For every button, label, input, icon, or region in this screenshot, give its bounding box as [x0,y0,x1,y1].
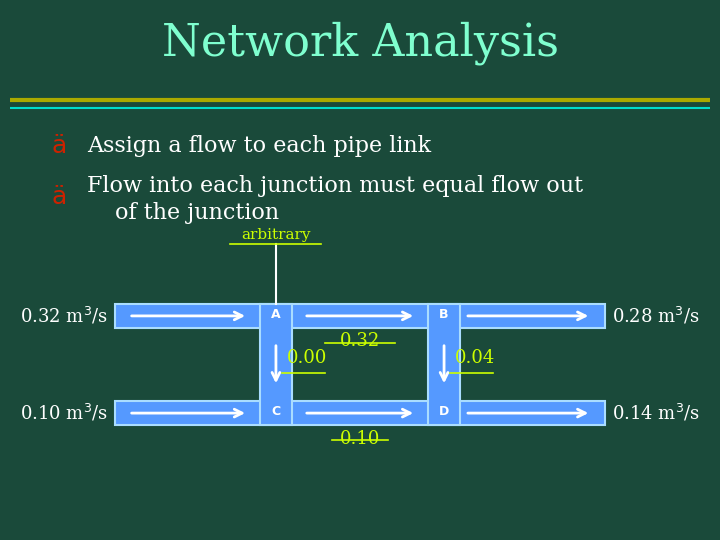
Bar [114,303,606,328]
Bar [260,303,292,426]
Text: 0.10: 0.10 [340,430,380,448]
Text: 0.00: 0.00 [287,349,327,367]
Bar [428,303,460,426]
Text: 0.32: 0.32 [340,333,380,350]
Text: Network Analysis: Network Analysis [161,22,559,65]
Text: 0.14 m$^3$/s: 0.14 m$^3$/s [612,402,700,424]
Text: of the junction: of the junction [114,202,279,224]
Text: 0.28 m$^3$/s: 0.28 m$^3$/s [612,305,700,327]
Text: C: C [271,405,281,418]
Text: arbitrary: arbitrary [241,228,311,241]
Text: 0.10 m$^3$/s: 0.10 m$^3$/s [20,402,108,424]
Text: Flow into each junction must equal flow out: Flow into each junction must equal flow … [87,176,583,197]
Text: ä: ä [52,134,67,158]
Text: 0.32 m$^3$/s: 0.32 m$^3$/s [20,305,108,327]
Text: B: B [439,308,449,321]
Bar [114,401,606,426]
Text: D: D [439,405,449,418]
Text: ä: ä [52,185,67,209]
Text: A: A [271,308,281,321]
Text: Assign a flow to each pipe link: Assign a flow to each pipe link [87,135,431,157]
Text: 0.04: 0.04 [454,349,495,367]
